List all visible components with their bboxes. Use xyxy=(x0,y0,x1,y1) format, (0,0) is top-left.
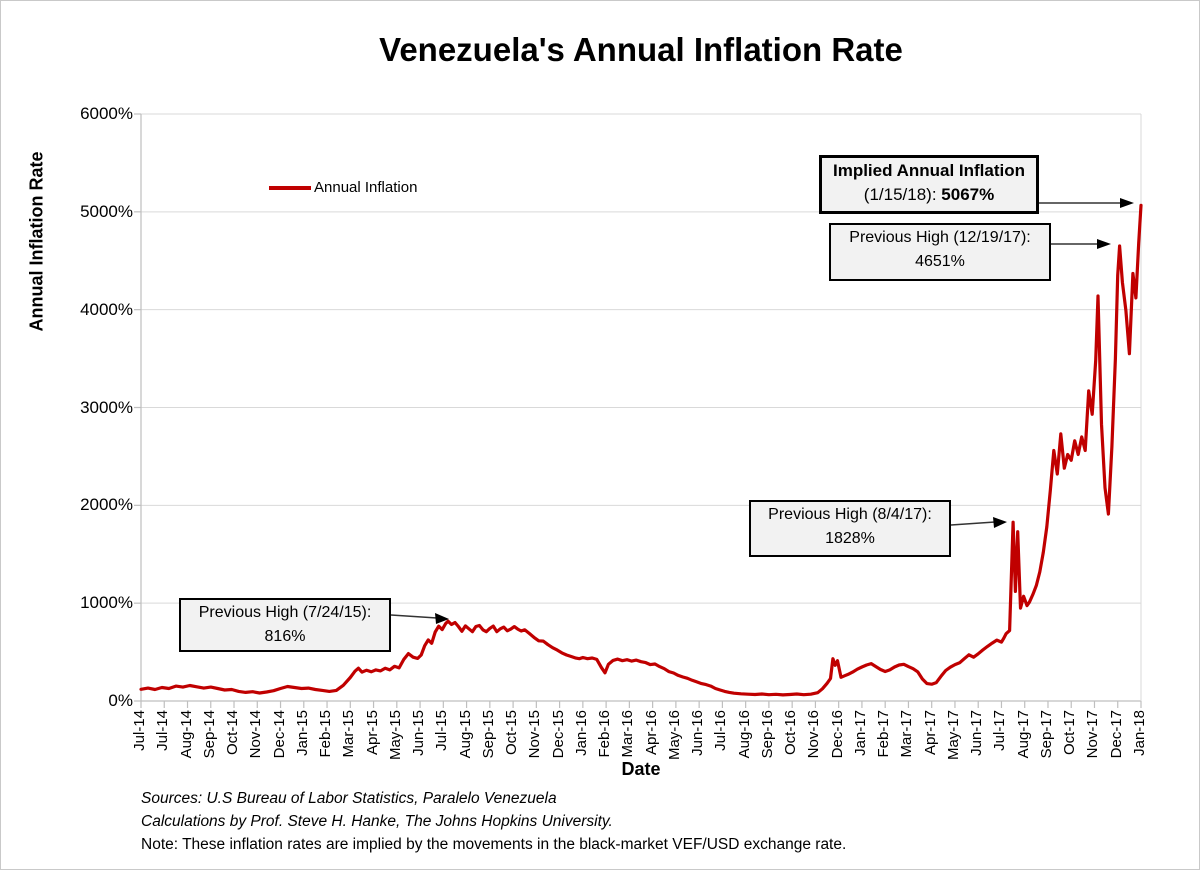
arrow-to-4651-peak xyxy=(1051,239,1111,249)
x-axis-title: Date xyxy=(621,759,661,779)
x-tick-label: Oct-17 xyxy=(1061,710,1079,756)
legend: Annual Inflation xyxy=(269,179,417,196)
x-tick-label: Oct-14 xyxy=(224,710,242,756)
annotation-aug17-title: Previous High (8/4/17): xyxy=(768,506,932,523)
y-tick-label: 1000% xyxy=(80,593,133,613)
plot-area xyxy=(134,113,1143,708)
footnote-sources: Sources: U.S Bureau of Labor Statistics,… xyxy=(141,790,557,807)
x-tick-label: Jul-16 xyxy=(712,710,730,751)
x-tick-label: Apr-15 xyxy=(363,710,381,756)
legend-line-swatch xyxy=(269,185,311,190)
x-tick-label: Apr-16 xyxy=(642,710,660,756)
annotation-dec17-title: Previous High (12/19/17): xyxy=(849,229,1031,246)
x-tick-label: May-16 xyxy=(665,710,683,761)
x-tick-label: Sep-16 xyxy=(758,710,776,759)
annotation-implied-inflation: Implied Annual Inflation (1/15/18): 5067… xyxy=(819,155,1039,214)
x-tick-label: Aug-16 xyxy=(735,710,753,759)
x-tick-label: Dec-15 xyxy=(549,710,567,759)
x-tick-label: Nov-16 xyxy=(805,710,823,759)
x-tick-label: Nov-14 xyxy=(247,710,265,759)
annotation-jul15-value: 816% xyxy=(264,628,306,645)
x-tick-label: Jan-15 xyxy=(293,710,311,756)
x-tick-label: Feb-15 xyxy=(317,710,335,758)
arrow-to-1828-peak xyxy=(950,517,1007,528)
y-tick-label: 5000% xyxy=(80,201,133,221)
y-tick-label: 4000% xyxy=(80,299,133,319)
x-tick-label: Dec-16 xyxy=(828,710,846,759)
footnote-note: Note: These inflation rates are implied … xyxy=(141,836,847,853)
x-tick-label: Feb-17 xyxy=(875,710,893,758)
annotation-implied-title: Implied Annual Inflation xyxy=(832,161,1026,180)
x-tick-label: Feb-16 xyxy=(596,710,614,758)
arrow-to-5067-peak xyxy=(1039,198,1134,208)
annotation-previous-high-aug17: Previous High (8/4/17): 1828% xyxy=(749,500,951,557)
x-tick-label: Aug-15 xyxy=(456,710,474,759)
x-tick-label: Apr-17 xyxy=(921,710,939,756)
annotation-dec17-value: 4651% xyxy=(915,253,965,270)
arrow-to-816-peak xyxy=(390,613,449,624)
x-tick-label: Jun-16 xyxy=(689,710,707,756)
x-tick-label: Mar-16 xyxy=(619,710,637,758)
y-axis-title: Annual Inflation Rate xyxy=(26,151,47,332)
footnote-calculations: Calculations by Prof. Steve H. Hanke, Th… xyxy=(141,813,613,830)
x-tick-label: Jul-17 xyxy=(991,710,1009,751)
annotation-implied-value-line: (1/15/18): 5067% xyxy=(826,183,1032,207)
x-tick-label: Jun-17 xyxy=(968,710,986,756)
y-tick-label: 3000% xyxy=(80,397,133,417)
x-tick-label: Jul-14 xyxy=(154,710,172,751)
x-tick-label: Jul-14 xyxy=(131,710,148,751)
y-tick-label: 6000% xyxy=(80,104,133,123)
x-tick-label: Sep-14 xyxy=(200,710,218,759)
x-tick-label: Mar-17 xyxy=(898,710,916,758)
x-tick-label: Dec-14 xyxy=(270,710,288,759)
annotation-implied-date: (1/15/18): xyxy=(863,185,942,204)
legend-series-label: Annual Inflation xyxy=(314,179,418,196)
x-tick-label: Jan-16 xyxy=(572,710,590,756)
x-tick-label: Nov-17 xyxy=(1084,710,1102,759)
x-tick-label: Sep-17 xyxy=(1037,710,1055,759)
x-tick-label: Dec-17 xyxy=(1107,710,1125,759)
annotation-previous-high-jul15: Previous High (7/24/15): 816% xyxy=(179,598,391,652)
footnotes: Sources: U.S Bureau of Labor Statistics,… xyxy=(141,787,846,856)
annotation-previous-high-dec17: Previous High (12/19/17): 4651% xyxy=(829,223,1051,281)
x-tick-label: May-17 xyxy=(944,710,962,761)
x-tick-label: Aug-14 xyxy=(177,710,195,759)
x-tick-label: Oct-16 xyxy=(782,710,800,756)
annotation-aug17-value: 1828% xyxy=(825,530,875,547)
x-tick-label: May-15 xyxy=(386,710,404,761)
x-tick-label: Jan-18 xyxy=(1131,710,1148,756)
x-tick-label: Jan-17 xyxy=(851,710,869,756)
chart-title: Venezuela's Annual Inflation Rate xyxy=(379,31,903,68)
annotation-jul15-title: Previous High (7/24/15): xyxy=(198,604,372,621)
x-tick-label: Jun-15 xyxy=(410,710,428,756)
x-tick-label: Oct-15 xyxy=(503,710,521,756)
inflation-line-series xyxy=(139,203,1143,697)
x-tick-label: Nov-15 xyxy=(526,710,544,759)
x-tick-label: Jul-15 xyxy=(433,710,451,751)
x-tick-label: Mar-15 xyxy=(340,710,358,758)
y-tick-label: 2000% xyxy=(80,495,133,515)
x-tick-label: Sep-15 xyxy=(479,710,497,759)
annotation-implied-value: 5067% xyxy=(941,185,995,204)
x-tick-label: Aug-17 xyxy=(1014,710,1032,759)
y-tick-label: 0% xyxy=(108,691,133,710)
